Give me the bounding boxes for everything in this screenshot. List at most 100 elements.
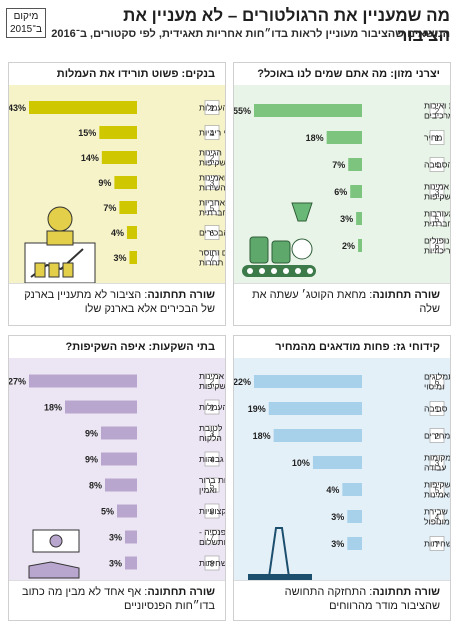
rank-box (429, 536, 445, 551)
value-label: 7% (103, 203, 116, 213)
bar (126, 226, 137, 239)
bar (129, 251, 137, 264)
category-label: גובה העמלות (199, 103, 225, 113)
panel-banks-sector: בנקים (185, 68, 215, 80)
bar (114, 176, 137, 189)
panel-food-header: יצרני מזון: מה אתם שמים לנו באוכל? (234, 63, 450, 85)
rank-2015-label: 3 (210, 179, 215, 188)
panel-food: יצרני מזון: מה אתם שמים לנו באוכל? 2בריא… (233, 62, 451, 326)
category-label: שחיתות (424, 539, 450, 549)
bar (347, 537, 362, 550)
rank-box (204, 477, 220, 493)
value-label: 9% (85, 455, 98, 465)
rank-2015-label: 7 (435, 540, 440, 549)
category-label: איכות הסביבה (424, 160, 450, 170)
value-label: 2% (342, 241, 355, 251)
bar (348, 158, 362, 171)
category-label: הגינותושקיפות (199, 148, 225, 168)
panel-gas-footer: שורה תחתונה: התחזקה התחושה שהציבור מודר … (234, 580, 450, 620)
value-label: 7% (332, 160, 345, 170)
chart-food-background (234, 85, 450, 295)
panel-gas: קידוחי גז: פחות מודאגים מהמחיר 6תמלוגיםו… (233, 335, 451, 621)
rank-box (429, 509, 445, 524)
value-label: 9% (98, 178, 111, 188)
value-label: 4% (111, 228, 124, 238)
rank-box (429, 482, 445, 497)
rank-box (429, 130, 445, 145)
chart-gas-background (234, 358, 450, 588)
panel-invest: בתי השקעות: איפה השקיפות? 2אמינותושקיפות… (8, 335, 226, 621)
rank-box (429, 401, 445, 416)
rank-2015-label: 5 (435, 215, 440, 224)
panel-food-footer-label: שורה תחתונה (372, 289, 440, 301)
rank-box (204, 373, 220, 389)
bar (99, 126, 137, 139)
rank-2015-label: 7 (210, 534, 215, 543)
value-label: 3% (109, 559, 122, 569)
rank-2015-label: 1 (435, 405, 440, 414)
rank-2015-label: 3 (435, 459, 440, 468)
panel-gas-footer-label: שורה תחתונה (372, 586, 440, 598)
rank-2015-label: 7 (210, 254, 215, 263)
rank-2015-label: 4 (435, 161, 440, 170)
panel-gas-header: קידוחי גז: פחות מודאגים מהמחיר (234, 336, 450, 358)
chart-banks: 1גובה העמלות 4תנאי ריביות 2הגינותושקיפות 3א… (9, 85, 225, 295)
panel-banks-header: בנקים: פשוט תורידו את העמלות (9, 63, 225, 85)
rank-2015-label: 4 (210, 129, 215, 138)
bar (117, 504, 137, 518)
rank-box (204, 225, 220, 240)
panel-food-footer-text: : מחאת הקוטג׳ עשתה את שלה (252, 289, 440, 315)
category-label: מונופוליםוריכוזיות (424, 236, 450, 256)
value-label: 8% (89, 481, 102, 491)
bar (268, 402, 362, 415)
rank-2015-label: 5 (210, 482, 215, 491)
category-label: גובה העמלות (199, 402, 225, 412)
panel-invest-question: : איפה השקיפות? (65, 341, 153, 353)
value-label: 18% (253, 431, 271, 441)
value-label: 3% (113, 253, 126, 263)
rank-legend-box: מיקום ב־2015 (6, 8, 46, 38)
panel-gas-sector: קידוחי גז (396, 341, 440, 353)
bar (254, 375, 362, 388)
category-label: מעורבות ואחריותחברתית (199, 198, 225, 218)
panel-invest-header: בתי השקעות: איפה השקיפות? (9, 336, 225, 358)
value-label: 10% (292, 458, 310, 468)
category-label: מעורבותחברתית (424, 209, 450, 229)
category-label: מחיר (424, 133, 442, 143)
rank-2015-label: 6 (210, 229, 215, 238)
panel-banks-question: : פשוט תורידו את העמלות (56, 68, 186, 80)
rank-box (429, 103, 445, 118)
bar (125, 530, 137, 544)
rank-box (429, 157, 445, 172)
rank-legend-line2: ב־2015 (9, 24, 43, 35)
rank-2015-label: 2 (210, 378, 215, 387)
rank-2015-label: 2 (435, 107, 440, 116)
panel-invest-sector: בתי השקעות (152, 341, 215, 353)
panel-banks-footer: שורה תחתונה: הציבור לא מתעניין בארנק של … (9, 283, 225, 325)
bar (101, 452, 137, 466)
category-label: שחיתות (199, 558, 225, 568)
rank-2015-label: 5 (210, 204, 215, 213)
rank-2015-label: 1 (435, 134, 440, 143)
value-label: 43% (9, 103, 26, 113)
rank-2015-label: 2 (210, 154, 215, 163)
rank-box (204, 399, 220, 415)
bar (273, 429, 362, 442)
value-label: 27% (9, 377, 26, 387)
category-label: תשואות גבוהות (199, 454, 225, 464)
value-label: 5% (101, 507, 114, 517)
bar (101, 426, 137, 440)
bar (342, 483, 362, 496)
bar (101, 151, 137, 164)
category-label: שבירתהמונופול (424, 507, 450, 527)
bar (350, 185, 362, 198)
value-label: 55% (234, 106, 251, 116)
panel-food-question: : מה אתם שמים לנו באוכל? (257, 68, 394, 80)
rank-2015-label: 1 (210, 104, 215, 113)
rank-2015-label: 1 (210, 404, 215, 413)
panel-banks-footer-text: : הציבור לא מתעניין בארנק של הבכירים אלא… (24, 289, 215, 315)
